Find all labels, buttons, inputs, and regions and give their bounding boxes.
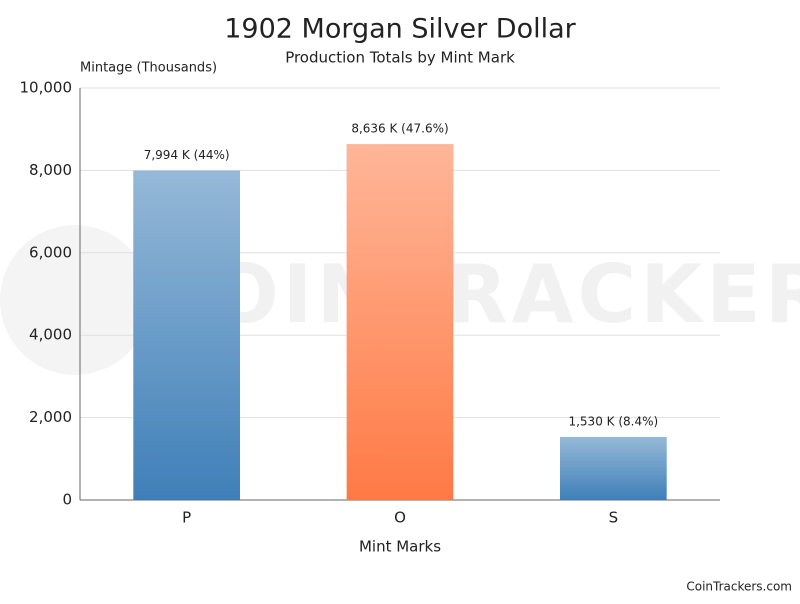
watermark: COINTRACKERS — [148, 248, 800, 341]
footer: CoinTrackers.com — [686, 580, 792, 594]
y-tick-label: 2,000 — [29, 408, 72, 426]
y-tick-label: 4,000 — [29, 326, 72, 344]
value-label: 8,636 K (47.6%) — [351, 122, 448, 136]
chart-subtitle: Production Totals by Mint Mark — [285, 49, 515, 67]
y-axis-label: Mintage (Thousands) — [80, 61, 217, 76]
y-tick-label: 6,000 — [29, 243, 72, 261]
chart-title: 1902 Morgan Silver Dollar — [224, 14, 576, 45]
y-tick-label: 10,000 — [20, 79, 73, 97]
x-tick-label: P — [182, 509, 191, 527]
bar-shine — [346, 144, 454, 501]
x-tick-label: S — [609, 509, 619, 527]
value-label: 7,994 K (44%) — [144, 148, 230, 162]
x-tick-label: O — [394, 509, 406, 527]
bar-shine — [133, 170, 240, 500]
value-label: 1,530 K (8.4%) — [568, 414, 658, 428]
x-axis-label: Mint Marks — [359, 538, 441, 556]
y-tick-label: 0 — [62, 491, 72, 509]
watermark-logo — [0, 225, 150, 375]
y-tick-label: 8,000 — [29, 161, 72, 179]
bar-shine — [560, 436, 667, 500]
